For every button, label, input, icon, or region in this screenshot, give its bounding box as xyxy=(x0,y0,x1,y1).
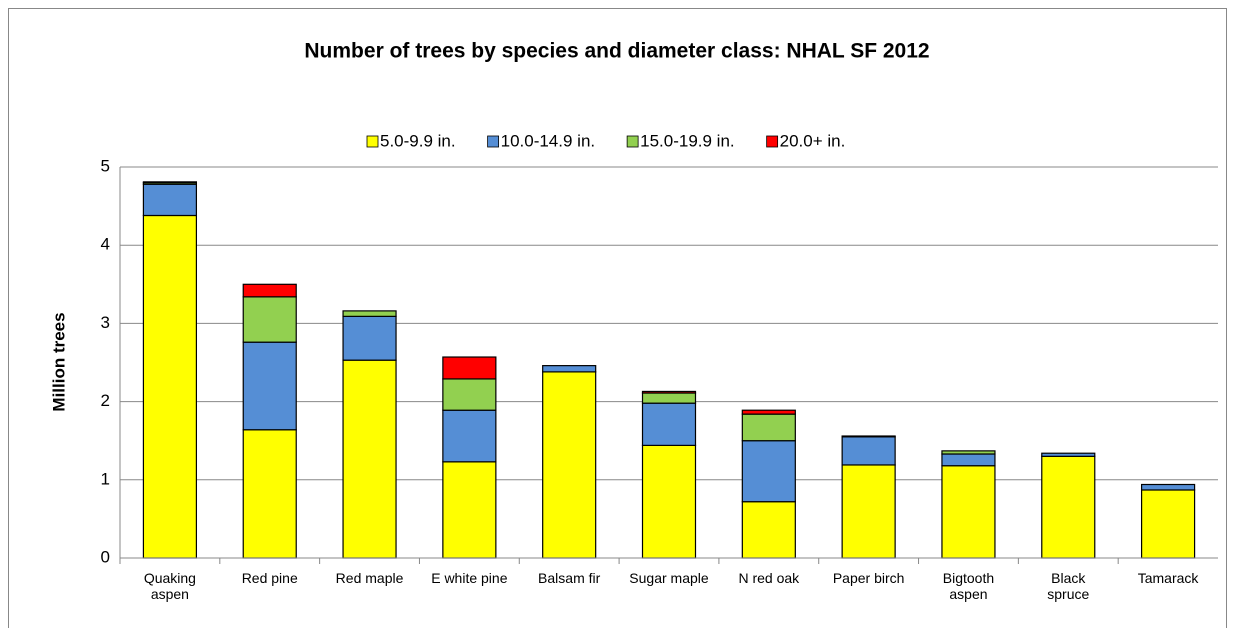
chart-border xyxy=(8,8,1227,628)
x-tick-label: Black spruce xyxy=(1047,570,1090,602)
x-tick-label: N red oak xyxy=(738,570,800,586)
bar-segment xyxy=(542,371,597,559)
bar-segment xyxy=(741,440,796,503)
bar-segment xyxy=(142,214,198,559)
legend-swatch xyxy=(366,135,379,148)
x-tick-label: Bigtooth aspen xyxy=(942,570,995,602)
bar-segment xyxy=(242,341,297,431)
x-tick-label: Paper birch xyxy=(832,570,905,586)
y-tick-label: 3 xyxy=(101,313,110,332)
y-tick-label: 5 xyxy=(101,156,110,175)
y-tick-label: 0 xyxy=(101,547,110,566)
bar-segment xyxy=(1041,452,1096,457)
bar-segment xyxy=(142,181,198,184)
x-tick-label: Red pine xyxy=(241,570,298,586)
bar-segment xyxy=(1041,455,1096,559)
bar-segment xyxy=(442,461,497,559)
legend-swatch xyxy=(487,135,500,148)
legend-label: 20.0+ in. xyxy=(780,131,846,150)
bar-segment xyxy=(242,296,297,343)
bar-segment xyxy=(741,409,796,415)
bar-segment xyxy=(641,392,697,404)
bar-segment xyxy=(941,450,996,455)
legend-swatch xyxy=(626,135,639,148)
bar-segment xyxy=(941,465,996,559)
y-tick-label: 4 xyxy=(101,235,110,254)
bar-segment xyxy=(741,501,796,559)
bar-segment xyxy=(442,409,497,463)
bar-segment xyxy=(741,413,796,442)
y-axis-label: Million trees xyxy=(49,312,68,411)
chart-title: Number of trees by species and diameter … xyxy=(304,40,929,63)
legend-label: 15.0-19.9 in. xyxy=(640,131,735,150)
bar-segment xyxy=(342,359,397,559)
bar-segment xyxy=(941,453,996,467)
x-tick-label: Sugar maple xyxy=(629,570,709,586)
bar-segment xyxy=(242,283,297,298)
legend-swatch xyxy=(766,135,779,148)
bar-segment xyxy=(641,444,697,559)
y-tick-label: 2 xyxy=(101,391,110,410)
bar-segment xyxy=(841,435,896,438)
y-tick-label: 1 xyxy=(101,469,110,488)
bar-segment xyxy=(442,356,497,380)
bar-segment xyxy=(142,183,198,217)
bar-segment xyxy=(242,429,297,559)
bar-segment xyxy=(641,390,697,394)
bar-segment xyxy=(442,378,497,411)
bar-segment xyxy=(1140,489,1196,559)
legend-label: 10.0-14.9 in. xyxy=(501,131,596,150)
bar-segment xyxy=(841,436,896,466)
legend-label: 5.0-9.9 in. xyxy=(380,131,456,150)
x-tick-label: Quaking aspen xyxy=(143,570,196,602)
x-tick-label: Balsam fir xyxy=(538,570,601,586)
x-tick-label: Red maple xyxy=(335,570,404,586)
bar-segment xyxy=(641,402,697,446)
bar-segment xyxy=(542,365,597,373)
bar-segment xyxy=(342,315,397,361)
bar-segment xyxy=(342,310,397,317)
bar-segment xyxy=(1140,483,1196,491)
x-tick-label: E white pine xyxy=(431,570,508,586)
x-tick-label: Tamarack xyxy=(1137,570,1199,586)
bar-segment xyxy=(841,464,896,559)
